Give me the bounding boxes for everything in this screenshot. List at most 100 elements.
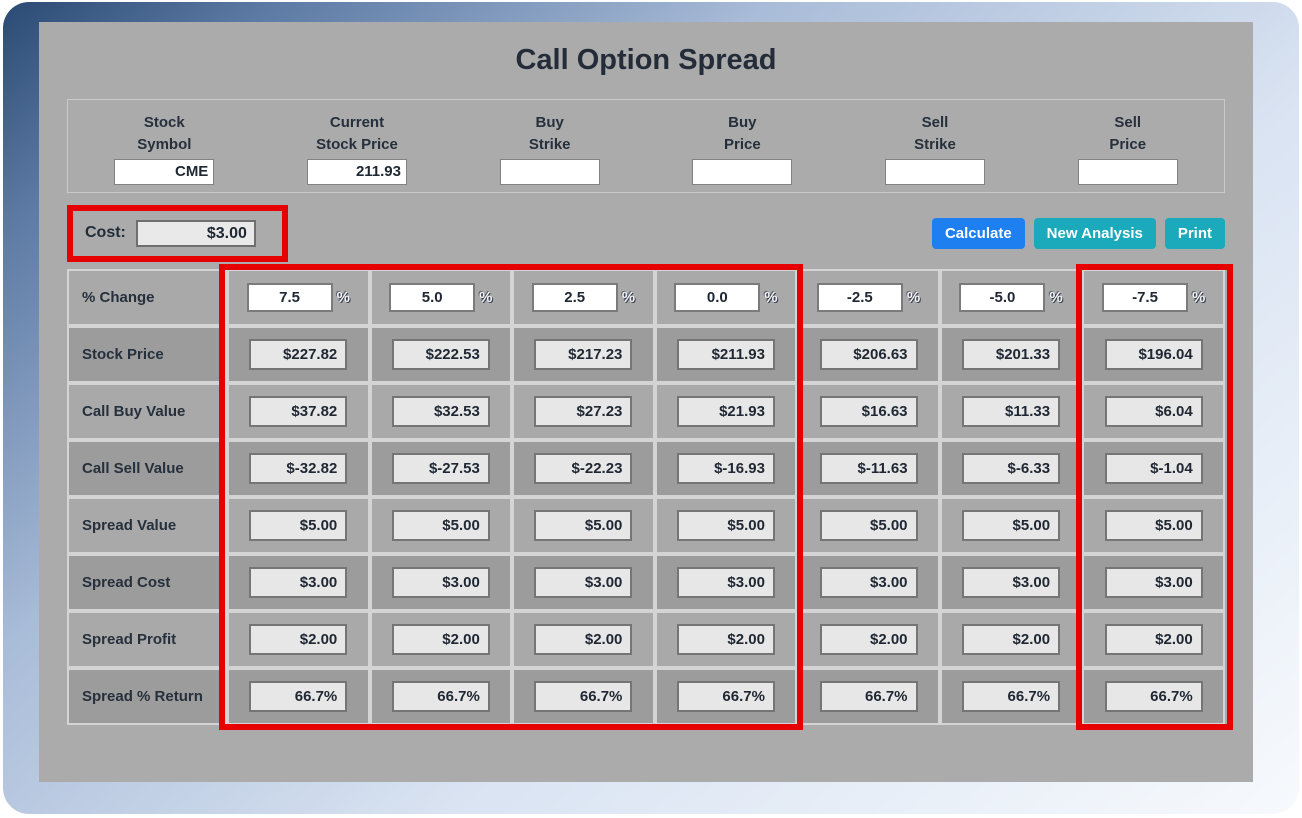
readonly-value-field: $3.00 — [1104, 567, 1203, 598]
readonly-value-field: $2.00 — [962, 624, 1061, 655]
readonly-value-field: 66.7% — [819, 681, 918, 712]
table-cell: $2.00 — [369, 611, 513, 668]
table-cell: $2.00 — [797, 611, 940, 668]
table-cell: 66.7% — [939, 668, 1083, 725]
readonly-value-field: $2.00 — [676, 624, 775, 655]
table-cell: $11.33 — [939, 383, 1083, 440]
sell-price-label: Sell Price — [1109, 114, 1147, 153]
readonly-value-field: 66.7% — [249, 681, 348, 712]
table-cell: % — [797, 269, 940, 326]
table-row: Call Buy Value $37.82 $32.53 $27.23 $21.93 $1… — [67, 383, 1225, 440]
table-cell: $196.04 — [1082, 326, 1225, 383]
row-label: Spread % Return — [67, 668, 227, 725]
table-cell: $3.00 — [227, 554, 370, 611]
pct-change-input[interactable] — [1102, 283, 1189, 312]
readonly-value-field: $16.63 — [819, 396, 918, 427]
table-cell: $32.53 — [369, 383, 513, 440]
percent-suffix: % — [336, 289, 350, 306]
readonly-value-field: $3.00 — [676, 567, 775, 598]
table-cell: $2.00 — [512, 611, 655, 668]
current-stock-price-group: Current Stock Price — [261, 112, 454, 185]
readonly-value-field: $37.82 — [249, 396, 348, 427]
pct-change-input[interactable] — [389, 283, 476, 312]
readonly-value-field: $3.00 — [819, 567, 918, 598]
row-label: Spread Value — [67, 497, 227, 554]
table-cell: $3.00 — [512, 554, 655, 611]
readonly-value-field: $-1.04 — [1104, 453, 1203, 484]
table-cell: $5.00 — [797, 497, 940, 554]
percent-suffix: % — [1192, 289, 1206, 306]
buy-price-input[interactable] — [692, 158, 793, 185]
readonly-value-field: $21.93 — [676, 396, 775, 427]
readonly-value-field: $6.04 — [1104, 396, 1203, 427]
readonly-value-field: $5.00 — [676, 510, 775, 541]
stock-symbol-group: Stock Symbol — [68, 112, 261, 185]
sell-strike-group: Sell Strike — [839, 112, 1032, 185]
table-cell: 66.7% — [654, 668, 798, 725]
pct-change-input[interactable] — [959, 283, 1046, 312]
table-row: Spread % Return 66.7% 66.7% 66.7% 66.7% 66.7%… — [67, 668, 1225, 725]
percent-suffix: % — [1049, 289, 1063, 306]
table-cell: $-11.63 — [797, 440, 940, 497]
table-cell: % — [939, 269, 1083, 326]
table-cell: $217.23 — [512, 326, 655, 383]
table-cell: 66.7% — [1082, 668, 1225, 725]
readonly-value-field: 66.7% — [534, 681, 633, 712]
table-cell: % — [369, 269, 513, 326]
spread-table: % Change%%%%%%%Stock Price$227.82$222.53… — [67, 269, 1225, 725]
readonly-value-field: $5.00 — [1104, 510, 1203, 541]
table-cell: $5.00 — [512, 497, 655, 554]
spread-table-wrap: % Change%%%%%%%Stock Price$227.82$222.53… — [67, 264, 1233, 730]
table-cell: $3.00 — [797, 554, 940, 611]
row-label: Call Buy Value — [67, 383, 227, 440]
sell-strike-input[interactable] — [885, 158, 986, 185]
table-cell: 66.7% — [797, 668, 940, 725]
sell-price-input[interactable] — [1077, 158, 1178, 185]
current-stock-price-input[interactable] — [307, 158, 407, 185]
table-cell: $6.04 — [1082, 383, 1225, 440]
buy-strike-input[interactable] — [499, 158, 600, 185]
row-label: Call Sell Value — [67, 440, 227, 497]
readonly-value-field: $3.00 — [534, 567, 633, 598]
table-row: Stock Price $227.82 $222.53 $217.23 $211.93 $… — [67, 326, 1225, 383]
sell-price-group: Sell Price — [1031, 112, 1224, 185]
table-cell: $222.53 — [369, 326, 513, 383]
readonly-value-field: $3.00 — [962, 567, 1061, 598]
table-cell: $3.00 — [654, 554, 798, 611]
table-cell: $3.00 — [1082, 554, 1225, 611]
table-row: Spread Cost $3.00 $3.00 $3.00 $3.00 $3.00 $3.0… — [67, 554, 1225, 611]
readonly-value-field: $3.00 — [249, 567, 348, 598]
readonly-value-field: $2.00 — [1104, 624, 1203, 655]
readonly-value-field: 66.7% — [676, 681, 775, 712]
pct-change-input[interactable] — [674, 283, 761, 312]
readonly-value-field: $222.53 — [391, 339, 490, 370]
percent-suffix: % — [621, 289, 636, 306]
readonly-value-field: $227.82 — [249, 339, 348, 370]
cost-and-actions-row: Cost: $3.00 Calculate New Analysis Print — [67, 201, 1225, 265]
table-cell: $-16.93 — [654, 440, 798, 497]
percent-suffix: % — [764, 289, 778, 306]
new-analysis-button[interactable]: New Analysis — [1033, 217, 1156, 249]
table-cell: $3.00 — [939, 554, 1083, 611]
print-button[interactable]: Print — [1164, 217, 1225, 249]
pct-change-input[interactable] — [816, 283, 903, 312]
calculate-button[interactable]: Calculate — [931, 217, 1025, 249]
readonly-value-field: $201.33 — [962, 339, 1061, 370]
row-label: % Change — [67, 269, 227, 326]
table-cell: % — [1082, 269, 1225, 326]
readonly-value-field: $2.00 — [819, 624, 918, 655]
cost-label: Cost: — [85, 224, 126, 241]
table-cell: $-6.33 — [939, 440, 1083, 497]
sell-strike-label: Sell Strike — [914, 114, 956, 153]
table-cell: 66.7% — [512, 668, 655, 725]
table-cell: $21.93 — [654, 383, 798, 440]
readonly-value-field: $32.53 — [391, 396, 490, 427]
pct-change-input[interactable] — [531, 283, 618, 312]
table-cell: $27.23 — [512, 383, 655, 440]
table-row: Spread Profit $2.00 $2.00 $2.00 $2.00 $2.00 $2… — [67, 611, 1225, 668]
pct-change-input[interactable] — [246, 283, 333, 312]
stock-symbol-input[interactable] — [114, 158, 215, 185]
table-cell: $16.63 — [797, 383, 940, 440]
